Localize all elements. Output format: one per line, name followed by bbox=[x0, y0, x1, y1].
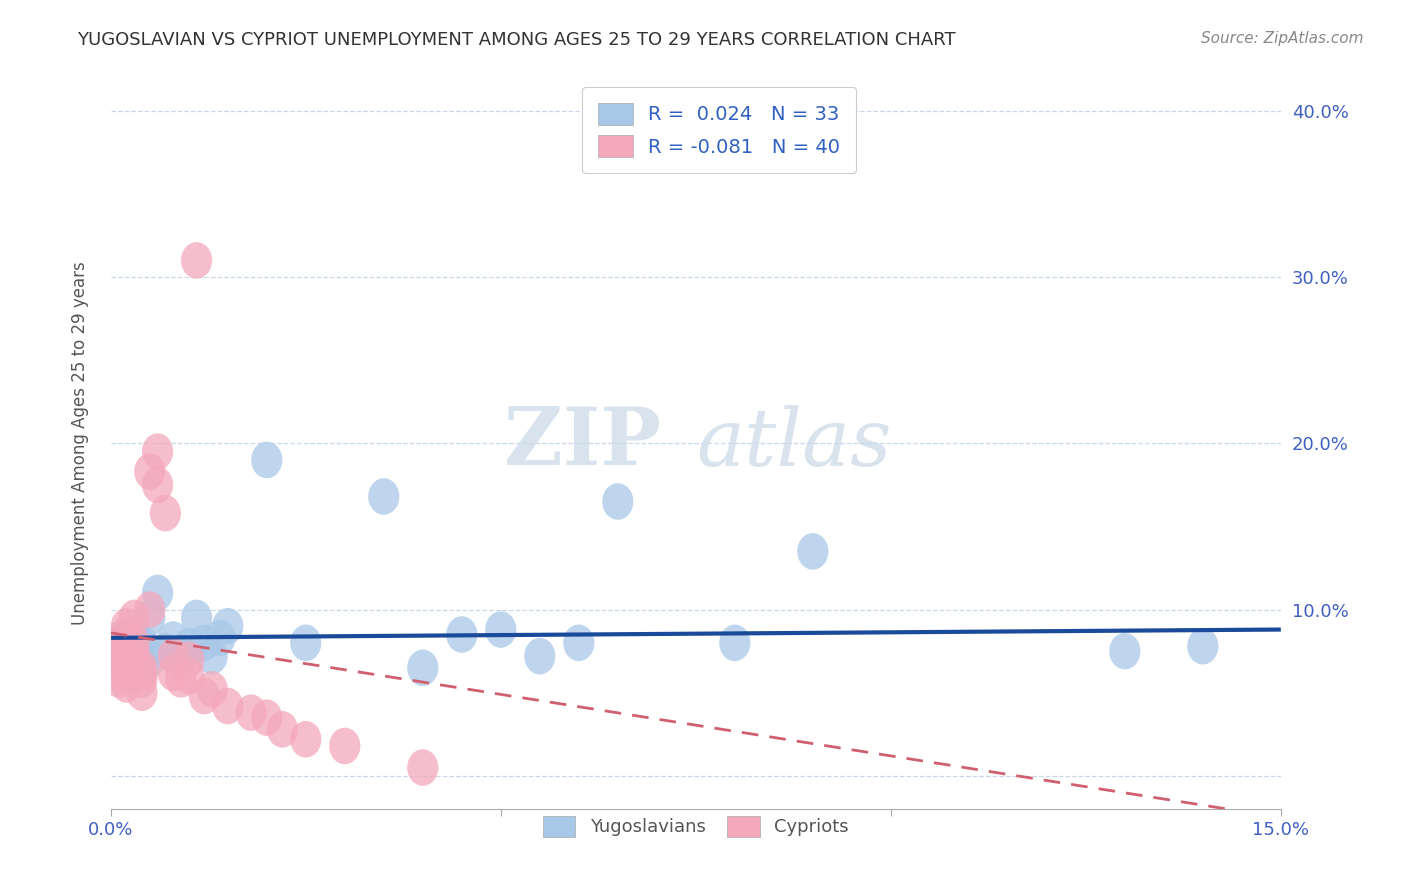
Legend: Yugoslavians, Cypriots: Yugoslavians, Cypriots bbox=[536, 809, 856, 844]
Y-axis label: Unemployment Among Ages 25 to 29 years: Unemployment Among Ages 25 to 29 years bbox=[72, 261, 89, 625]
Text: YUGOSLAVIAN VS CYPRIOT UNEMPLOYMENT AMONG AGES 25 TO 29 YEARS CORRELATION CHART: YUGOSLAVIAN VS CYPRIOT UNEMPLOYMENT AMON… bbox=[77, 31, 956, 49]
Text: Source: ZipAtlas.com: Source: ZipAtlas.com bbox=[1201, 31, 1364, 46]
Text: ZIP: ZIP bbox=[503, 404, 661, 483]
Text: atlas: atlas bbox=[696, 405, 891, 482]
